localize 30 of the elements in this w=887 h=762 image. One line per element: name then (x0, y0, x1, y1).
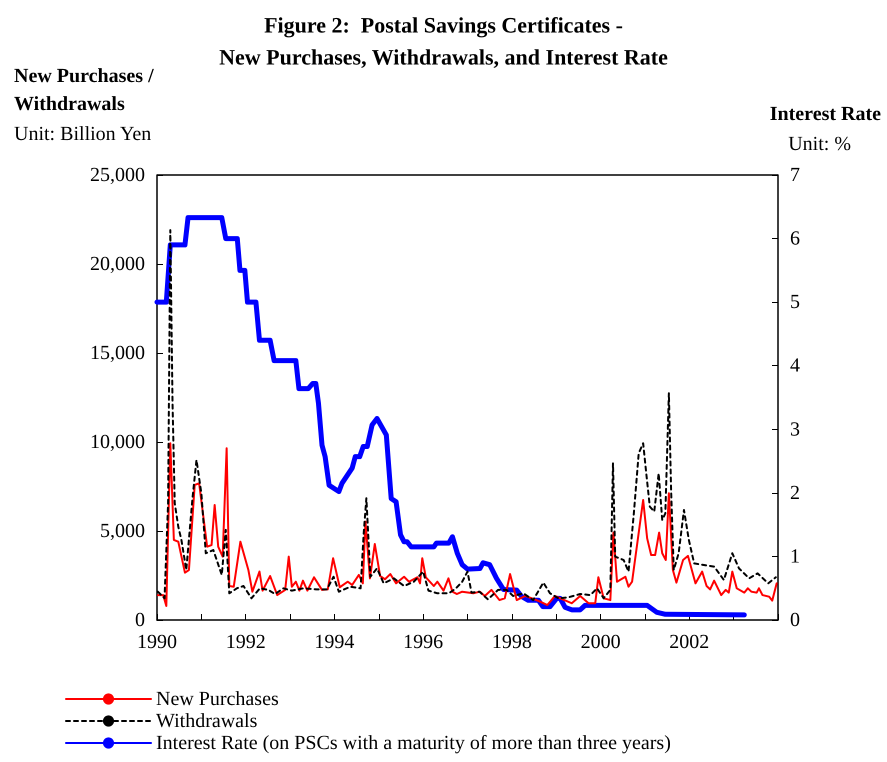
text: Unit: Billion Yen (14, 123, 152, 145)
line-series (156, 442, 778, 607)
x-tick-label: 1992 (226, 631, 266, 653)
y-axis-title: New Purchases / Withdrawals (14, 65, 154, 115)
legend-label: New Purchases (156, 688, 279, 710)
y2-tick-label: 5 (790, 291, 800, 314)
x-tick-label: 1994 (314, 631, 354, 653)
y2-tick-label: 2 (790, 482, 800, 504)
y-tick-label: 15,000 (90, 342, 145, 364)
x-tick-label: 2000 (580, 631, 621, 653)
x-tick-label: 1998 (492, 631, 532, 653)
y2-tick-label: 1 (790, 545, 800, 568)
y-tick-label: 0 (135, 609, 145, 631)
x-tick-label: 2002 (669, 631, 710, 653)
y2-tick-label: 4 (790, 354, 800, 377)
x-tick-label: 1996 (403, 631, 444, 653)
chart-title: Figure 2: Postal Savings Certificates - New Purchases, Withdrawals, and Interest Rate (219, 12, 668, 70)
y-tick-label: 5,000 (100, 520, 145, 542)
y2-tick-label: 3 (790, 418, 800, 440)
y2-tick-label: 7 (790, 164, 800, 186)
y-tick-label: 20,000 (90, 253, 145, 275)
text: Unit: % (788, 133, 852, 155)
y2-tick-label: 0 (790, 609, 800, 631)
y2-tick-label: 6 (790, 228, 800, 250)
y-tick-label: 25,000 (90, 164, 145, 186)
legend-label: Interest Rate (on PSCs with a maturity of more than three years) (156, 732, 671, 754)
y-tick-label: 10,000 (90, 431, 145, 453)
y2-axis-title: Interest Rate (770, 103, 882, 125)
legend-label: Withdrawals (156, 710, 258, 732)
x-tick-label: 1990 (137, 631, 177, 653)
